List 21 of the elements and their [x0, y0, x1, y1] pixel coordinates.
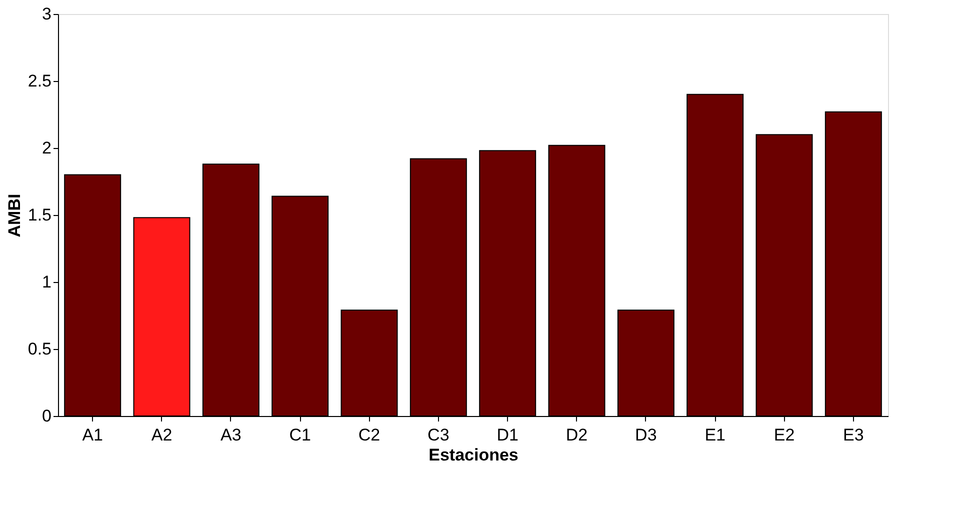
x-tick-label: A3	[220, 426, 242, 444]
x-tick-label: C3	[428, 426, 450, 444]
y-tick-label: 0.5	[28, 340, 52, 358]
y-tick-label: 0	[42, 406, 52, 426]
x-tick-label: E3	[843, 426, 864, 444]
x-tick-label: C1	[289, 426, 311, 444]
x-tick-label: D2	[566, 426, 588, 444]
x-tick-label: C2	[358, 426, 380, 444]
x-axis-title: Estaciones	[428, 446, 518, 464]
y-tick-label: 3	[42, 4, 52, 24]
y-tick-label: 1	[42, 272, 52, 292]
x-tick-label: A2	[151, 426, 172, 444]
y-tick-label: 1.5	[28, 206, 52, 224]
x-tick-label: E2	[774, 426, 795, 444]
y-tick-label: 2	[42, 138, 52, 158]
x-tick-label: D3	[635, 426, 657, 444]
x-tick-label: E1	[704, 426, 726, 444]
x-tick-label: D1	[496, 426, 518, 444]
y-axis-title: AMBI	[4, 194, 24, 238]
x-tick-label: A1	[82, 426, 103, 444]
y-tick-label: 2.5	[28, 72, 52, 90]
